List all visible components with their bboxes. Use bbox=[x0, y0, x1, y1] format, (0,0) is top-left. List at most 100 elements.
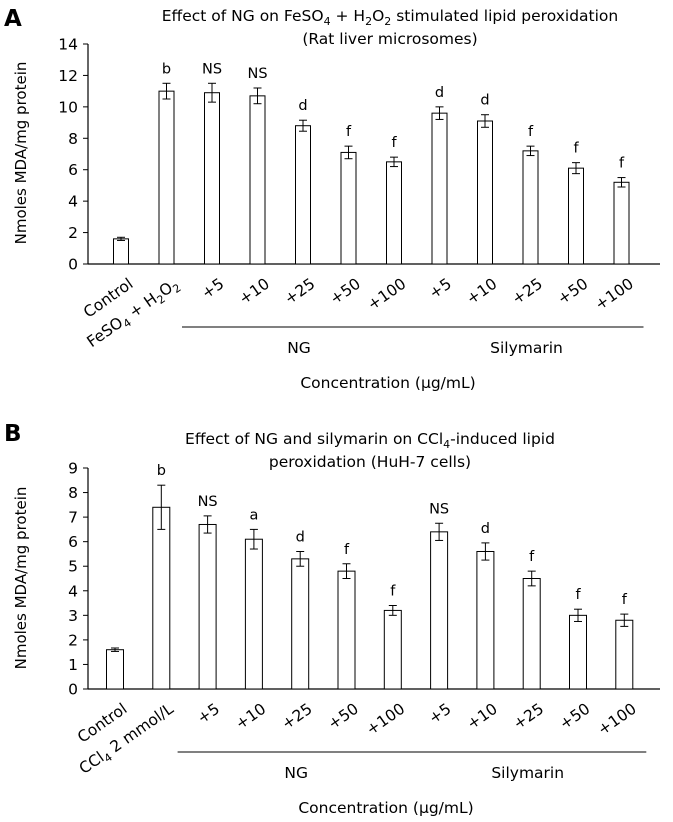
significance-label: NS bbox=[429, 501, 449, 517]
category-label: +10 bbox=[463, 275, 500, 309]
category-label: +50 bbox=[554, 275, 591, 309]
bar bbox=[292, 559, 309, 689]
bar bbox=[523, 151, 538, 264]
category-label: +100 bbox=[363, 700, 408, 739]
panel-a-title-line2: (Rat liver microsomes) bbox=[302, 30, 477, 48]
y-tick-label: 0 bbox=[68, 256, 78, 274]
figure: A Effect of NG on FeSO4 + H2O2 stimulate… bbox=[0, 0, 673, 822]
bar bbox=[199, 524, 216, 689]
bar bbox=[523, 579, 540, 690]
category-label: +25 bbox=[278, 700, 315, 734]
bar bbox=[387, 162, 402, 264]
y-tick-label: 0 bbox=[68, 681, 78, 699]
category-label: +25 bbox=[281, 275, 318, 309]
y-tick-label: 6 bbox=[68, 161, 78, 179]
y-tick-label: 4 bbox=[68, 582, 78, 600]
bar bbox=[614, 182, 629, 264]
bar bbox=[616, 620, 633, 689]
group-label: NG bbox=[284, 764, 308, 782]
y-tick-label: 12 bbox=[58, 67, 78, 85]
category-label: +5 bbox=[198, 275, 227, 303]
bar bbox=[245, 539, 262, 689]
category-label: +50 bbox=[327, 275, 364, 309]
y-tick-label: 14 bbox=[58, 36, 78, 54]
bar bbox=[153, 507, 170, 689]
panel-b-title-line2: peroxidation (HuH-7 cells) bbox=[269, 453, 471, 471]
bar bbox=[341, 152, 356, 264]
significance-label: f bbox=[573, 141, 579, 157]
significance-label: f bbox=[622, 592, 628, 608]
panel-a-letter: A bbox=[4, 6, 22, 32]
significance-label: d bbox=[298, 98, 307, 114]
y-tick-label: 6 bbox=[68, 533, 78, 551]
bar bbox=[159, 91, 174, 264]
significance-label: a bbox=[249, 507, 258, 523]
bar bbox=[250, 96, 265, 264]
category-label: +10 bbox=[232, 700, 269, 734]
y-tick-label: 7 bbox=[68, 509, 78, 527]
significance-label: b bbox=[157, 463, 166, 479]
y-tick-label: 5 bbox=[68, 558, 78, 576]
significance-label: d bbox=[296, 529, 305, 545]
group-label: Silymarin bbox=[491, 764, 564, 782]
category-label: +10 bbox=[236, 275, 273, 309]
significance-label: d bbox=[481, 521, 490, 537]
y-tick-label: 4 bbox=[68, 193, 78, 211]
group-label: NG bbox=[287, 339, 311, 357]
category-label: +50 bbox=[556, 700, 593, 734]
panel-b-letter: B bbox=[4, 421, 22, 447]
significance-label: f bbox=[528, 124, 534, 140]
y-tick-label: 2 bbox=[68, 224, 78, 242]
significance-label: f bbox=[344, 542, 350, 558]
significance-label: f bbox=[529, 549, 535, 565]
category-label: +100 bbox=[595, 700, 640, 739]
panel-b-y-axis-label: Nmoles MDA/mg protein bbox=[12, 487, 30, 670]
panel-a-title-line1: Effect of NG on FeSO4 + H2O2 stimulated … bbox=[162, 7, 618, 28]
y-tick-label: 2 bbox=[68, 631, 78, 649]
category-label: +5 bbox=[426, 275, 455, 303]
group-label: Silymarin bbox=[490, 339, 563, 357]
significance-label: NS bbox=[198, 494, 218, 510]
y-tick-label: 10 bbox=[58, 98, 78, 116]
bar bbox=[477, 551, 494, 689]
bar bbox=[107, 650, 124, 689]
bar bbox=[431, 532, 448, 689]
y-tick-label: 8 bbox=[68, 130, 78, 148]
category-label: +50 bbox=[325, 700, 362, 734]
panel-a-x-axis-label: Concentration (μg/mL) bbox=[300, 374, 475, 392]
bar bbox=[338, 571, 355, 689]
category-label: +100 bbox=[592, 275, 637, 314]
bar bbox=[205, 93, 220, 264]
bar bbox=[432, 113, 447, 264]
bar bbox=[478, 121, 493, 264]
category-label: +5 bbox=[425, 700, 454, 728]
bar bbox=[570, 615, 587, 689]
y-tick-label: 9 bbox=[68, 460, 78, 478]
panel-b-x-axis-label: Concentration (μg/mL) bbox=[298, 799, 473, 817]
significance-label: f bbox=[346, 124, 352, 140]
bar bbox=[114, 239, 129, 264]
significance-label: NS bbox=[247, 66, 267, 82]
significance-label: d bbox=[435, 85, 444, 101]
category-label: +100 bbox=[364, 275, 409, 314]
significance-label: f bbox=[619, 156, 625, 172]
y-tick-label: 1 bbox=[68, 656, 78, 674]
bar bbox=[296, 126, 311, 264]
significance-label: b bbox=[162, 61, 171, 77]
significance-label: d bbox=[480, 93, 489, 109]
y-tick-label: 3 bbox=[68, 607, 78, 625]
bar bbox=[569, 168, 584, 264]
category-label: +10 bbox=[464, 700, 501, 734]
significance-label: NS bbox=[202, 61, 222, 77]
panel-b-title-line1: Effect of NG and silymarin on CCl4-induc… bbox=[185, 430, 555, 451]
significance-label: f bbox=[575, 587, 581, 603]
y-tick-label: 8 bbox=[68, 484, 78, 502]
category-label: +25 bbox=[509, 275, 546, 309]
bar bbox=[384, 610, 401, 689]
significance-label: f bbox=[390, 584, 396, 600]
panel-a-y-axis-label: Nmoles MDA/mg protein bbox=[12, 62, 30, 245]
category-label: +25 bbox=[510, 700, 547, 734]
significance-label: f bbox=[391, 135, 397, 151]
